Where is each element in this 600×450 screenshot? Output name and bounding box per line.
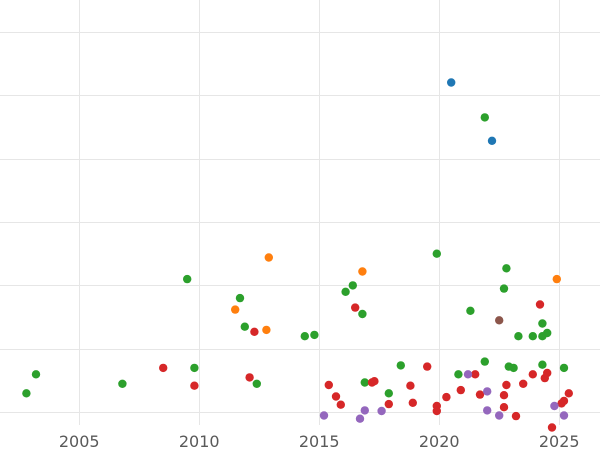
data-point-red bbox=[456, 385, 465, 395]
data-point-green bbox=[358, 309, 367, 319]
data-point-green bbox=[240, 322, 249, 331]
data-point-green bbox=[538, 360, 547, 369]
data-point-purple bbox=[495, 411, 504, 420]
data-point-red bbox=[250, 327, 259, 336]
data-point-red bbox=[547, 423, 557, 432]
x-tick-label: 2020 bbox=[419, 432, 460, 450]
data-point-purple bbox=[550, 401, 559, 411]
data-point-red bbox=[336, 400, 345, 409]
data-point-green bbox=[559, 363, 569, 373]
data-point-red bbox=[519, 379, 528, 388]
data-point-orange bbox=[264, 253, 273, 262]
data-point-green bbox=[538, 319, 547, 328]
data-point-purple bbox=[319, 411, 329, 420]
data-point-red bbox=[499, 403, 509, 412]
data-point-green bbox=[348, 281, 357, 290]
data-point-red bbox=[190, 381, 199, 390]
data-point-green bbox=[190, 363, 199, 373]
data-point-green bbox=[300, 332, 309, 341]
data-point-orange bbox=[552, 274, 561, 284]
data-point-red bbox=[499, 391, 509, 400]
data-point-green bbox=[31, 370, 41, 379]
data-point-green bbox=[310, 330, 319, 340]
data-point-red bbox=[324, 380, 333, 390]
data-point-green bbox=[499, 284, 509, 293]
data-point-red bbox=[370, 377, 379, 386]
data-point-red bbox=[535, 300, 545, 309]
data-point-green bbox=[528, 332, 537, 341]
data-point-red bbox=[408, 398, 417, 407]
data-point-purple bbox=[559, 411, 569, 420]
data-point-green bbox=[396, 361, 405, 370]
data-point-red bbox=[384, 399, 393, 409]
data-point-purple bbox=[463, 370, 473, 379]
data-point-green bbox=[360, 378, 369, 387]
x-tick-label: 2015 bbox=[299, 432, 340, 450]
data-point-red bbox=[432, 406, 441, 416]
data-point-blue bbox=[487, 136, 497, 145]
data-points bbox=[22, 78, 573, 432]
data-point-blue bbox=[447, 78, 456, 87]
data-point-green bbox=[183, 274, 192, 284]
data-point-green bbox=[118, 379, 127, 388]
data-point-purple bbox=[483, 387, 492, 396]
grid-layer bbox=[0, 0, 600, 425]
data-point-green bbox=[502, 264, 511, 273]
data-point-green bbox=[235, 293, 245, 303]
data-point-green bbox=[509, 363, 518, 373]
data-point-red bbox=[564, 389, 573, 398]
data-point-red bbox=[159, 363, 168, 373]
data-point-red bbox=[543, 368, 552, 378]
data-point-red bbox=[351, 303, 360, 312]
data-point-red bbox=[475, 390, 485, 399]
data-point-red bbox=[559, 396, 569, 406]
data-point-green bbox=[454, 370, 463, 379]
data-point-orange bbox=[262, 325, 271, 335]
data-point-red bbox=[442, 392, 451, 402]
x-tick-label: 2005 bbox=[59, 432, 100, 450]
data-point-green bbox=[22, 389, 31, 398]
data-point-red bbox=[502, 380, 511, 390]
data-point-orange bbox=[358, 267, 367, 276]
x-tick-labels: 2005 2010 2015 2020 2025 bbox=[59, 432, 580, 450]
data-point-red bbox=[471, 370, 480, 379]
data-point-green bbox=[480, 357, 489, 366]
x-tick-label: 2010 bbox=[179, 432, 220, 450]
data-point-green bbox=[432, 249, 441, 258]
data-point-purple bbox=[360, 406, 369, 415]
data-point-red bbox=[423, 362, 432, 371]
data-point-green bbox=[466, 306, 475, 315]
data-point-purple bbox=[377, 406, 386, 416]
data-point-green bbox=[252, 379, 261, 388]
x-tick-label: 2025 bbox=[539, 432, 580, 450]
data-point-brown bbox=[495, 316, 504, 325]
data-point-purple bbox=[355, 414, 365, 423]
data-point-red bbox=[331, 392, 341, 401]
data-point-green bbox=[341, 287, 350, 296]
data-point-red bbox=[511, 411, 521, 421]
data-point-red bbox=[528, 370, 537, 379]
data-point-green bbox=[384, 389, 393, 398]
data-point-green bbox=[514, 332, 523, 341]
data-point-red bbox=[406, 381, 415, 390]
data-point-orange bbox=[231, 305, 240, 314]
data-point-green bbox=[480, 113, 489, 122]
data-point-red bbox=[245, 373, 254, 382]
data-point-purple bbox=[483, 406, 492, 415]
data-point-green bbox=[543, 328, 552, 338]
